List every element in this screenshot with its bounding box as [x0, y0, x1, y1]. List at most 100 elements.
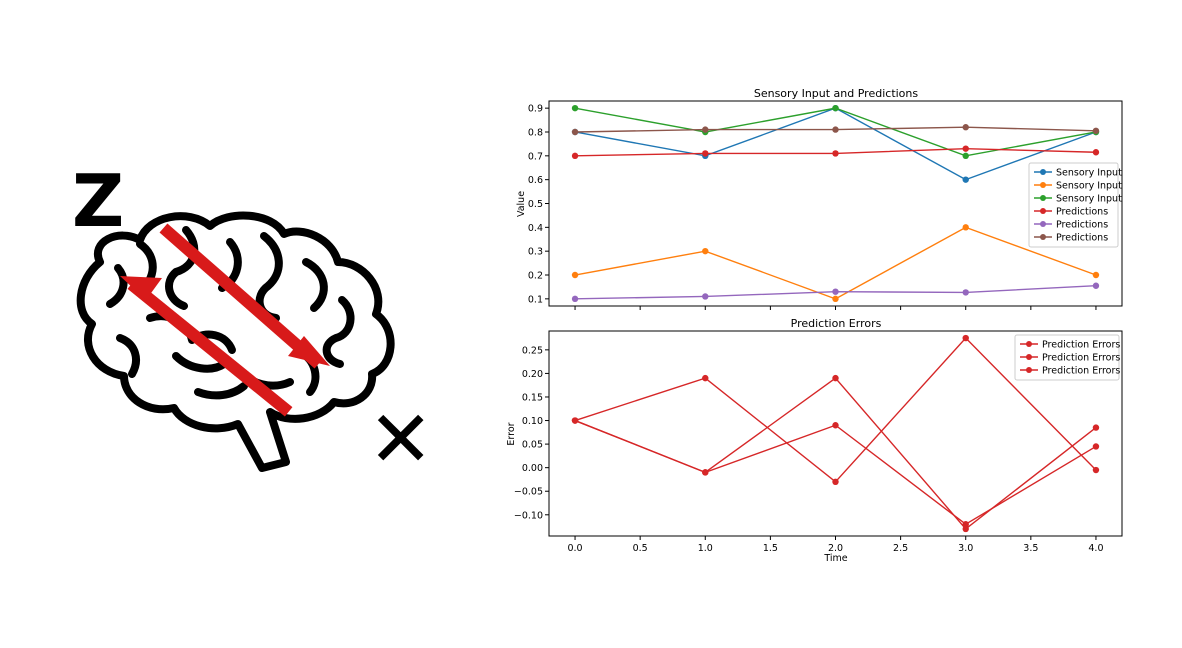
- data-point: [962, 145, 969, 152]
- x-axis-label: Time: [823, 553, 847, 564]
- x-letter: ✕: [368, 395, 433, 485]
- legend-label: Sensory Input: [1056, 168, 1122, 179]
- data-point: [571, 152, 579, 160]
- legend-marker: [1040, 208, 1046, 214]
- data-point: [832, 295, 839, 303]
- double-arrow-icon: [120, 223, 330, 417]
- series-group: [571, 334, 1100, 533]
- data-point: [962, 334, 969, 342]
- series-line: [574, 419, 1097, 526]
- data-point: [702, 126, 709, 133]
- legend-label: Predictions: [1056, 220, 1108, 231]
- data-point: [702, 150, 709, 157]
- legend-marker: [1026, 354, 1032, 360]
- prediction-errors-chart: Prediction Errors −0.10 −0.05 0.00 0.05 0.10…: [506, 317, 1123, 564]
- y-tick-label: 0.8: [528, 127, 543, 138]
- y-tick-label: 0.25: [522, 345, 543, 356]
- data-point: [571, 295, 579, 303]
- legend-label: Prediction Errors: [1042, 340, 1120, 351]
- x-tick-label: 3.0: [958, 543, 973, 554]
- legend-box: [1028, 162, 1119, 248]
- x-tick-label: 1.0: [698, 543, 713, 554]
- z-letter: Z: [72, 159, 124, 243]
- data-point: [1092, 466, 1100, 474]
- data-point: [702, 247, 709, 255]
- y-tick-label: 0.7: [528, 151, 543, 162]
- x-tick-label: 0.5: [633, 543, 648, 554]
- chart-title: Sensory Input and Predictions: [754, 87, 919, 100]
- series-line: [574, 107, 1097, 181]
- legend-marker: [1040, 195, 1046, 201]
- y-tick-label: 0.4: [528, 223, 543, 234]
- y-tick-label: 0.9: [528, 104, 543, 115]
- y-tick-label: −0.05: [514, 487, 543, 498]
- y-tick-label: 0.5: [528, 199, 543, 210]
- data-point: [1092, 149, 1100, 156]
- data-point: [962, 176, 969, 183]
- data-point: [832, 104, 839, 112]
- legend-marker: [1026, 367, 1032, 373]
- data-point: [1092, 127, 1100, 134]
- y-axis: −0.10 −0.05 0.00 0.05 0.10 0.15 0.20 0.25: [514, 345, 549, 521]
- y-tick-label: 0.6: [528, 175, 543, 186]
- legend-label: Prediction Errors: [1042, 366, 1120, 377]
- data-point: [962, 525, 969, 533]
- legend-marker: [1040, 169, 1046, 175]
- data-point: [571, 271, 579, 279]
- series-line: [574, 377, 1097, 530]
- legend: Prediction Errors Prediction Errors Predic…: [1014, 334, 1120, 381]
- legend-marker: [1040, 234, 1046, 240]
- data-point: [962, 521, 969, 528]
- data-point: [1092, 271, 1100, 279]
- data-point: [962, 224, 969, 231]
- data-point: [962, 152, 969, 160]
- x-tick-label: 2.5: [893, 543, 908, 554]
- legend-label: Prediction Errors: [1042, 353, 1120, 364]
- y-axis-label: Value: [516, 191, 527, 217]
- legend-label: Sensory Input: [1056, 181, 1122, 192]
- y-tick-label: 0.15: [522, 392, 543, 403]
- data-point: [1092, 424, 1100, 431]
- data-point: [571, 417, 579, 424]
- y-tick-label: 0.10: [522, 416, 543, 427]
- chart-title: Prediction Errors: [791, 317, 882, 330]
- data-point: [832, 150, 839, 157]
- y-tick-label: 0.00: [522, 463, 543, 474]
- data-point: [962, 289, 969, 296]
- brain-icon: [76, 211, 395, 472]
- data-point: [571, 128, 579, 136]
- data-point: [832, 126, 839, 133]
- legend-marker: [1040, 182, 1046, 188]
- legend-box: [1014, 334, 1120, 381]
- y-tick-label: 0.2: [528, 271, 543, 282]
- legend-label: Predictions: [1056, 233, 1108, 244]
- data-point: [702, 469, 709, 476]
- legend-marker: [1026, 341, 1032, 347]
- x-tick-label: 0.0: [567, 543, 582, 554]
- legend-label: Sensory Input: [1056, 194, 1122, 205]
- data-point: [702, 374, 709, 382]
- data-point: [571, 104, 579, 112]
- x-tick-label: 3.5: [1023, 543, 1038, 554]
- data-point: [702, 293, 709, 300]
- data-point: [1092, 282, 1100, 289]
- data-point: [1092, 443, 1100, 450]
- data-point: [832, 374, 839, 382]
- y-tick-label: 0.05: [522, 440, 543, 451]
- legend-label: Predictions: [1056, 207, 1108, 218]
- x-axis: 0.0 0.5 1.0 1.5 2.0 2.5 3.0 3.5 4.0: [567, 536, 1104, 554]
- data-point: [832, 422, 839, 429]
- y-axis: 0.1 0.2 0.3 0.4 0.5 0.6 0.7 0.8 0.9: [528, 104, 549, 305]
- x-tick-label: 2.0: [828, 543, 843, 554]
- legend: Sensory Input Sensory Input Sensory Input P…: [1028, 162, 1122, 248]
- data-point: [832, 478, 839, 486]
- sensory-predictions-chart: Sensory Input and Predictions 0.10.20.30…: [516, 87, 1123, 310]
- y-tick-label: 0.3: [528, 247, 543, 258]
- x-axis: [574, 306, 1097, 310]
- series-line: [574, 226, 1097, 300]
- y-tick-label: 0.20: [522, 369, 543, 380]
- y-axis-label: Error: [506, 422, 517, 445]
- x-tick-label: 4.0: [1088, 543, 1103, 554]
- y-tick-label: 0.1: [528, 294, 543, 305]
